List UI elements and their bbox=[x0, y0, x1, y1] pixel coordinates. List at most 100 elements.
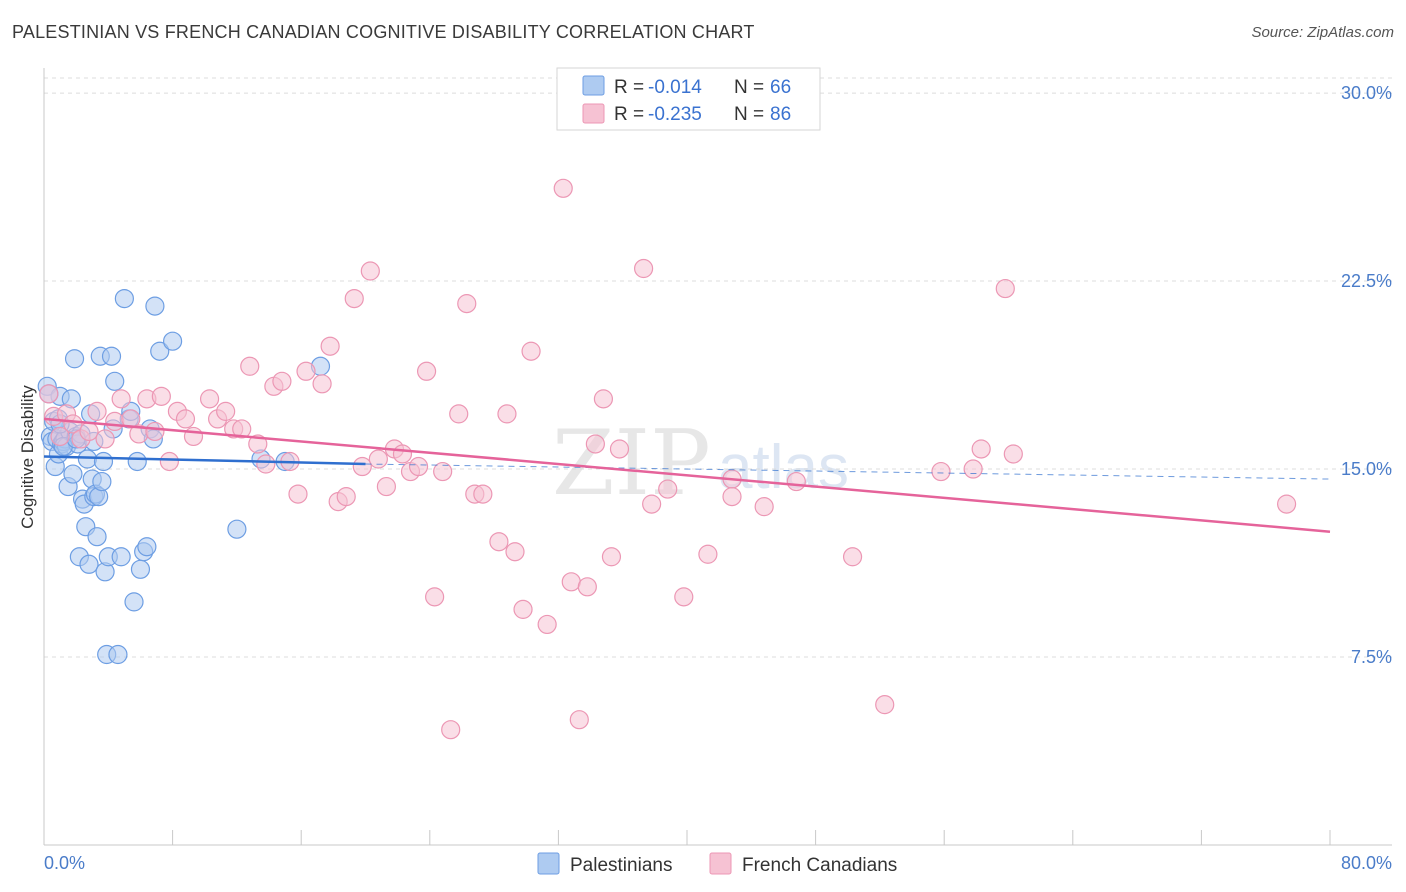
french-canadian-point bbox=[376, 476, 396, 497]
x-tick-marks bbox=[43, 830, 1331, 845]
palestinian-point bbox=[124, 592, 144, 612]
french-canadian-point bbox=[658, 479, 678, 499]
legend-swatch-palestinians bbox=[582, 75, 605, 96]
french-canadian-point bbox=[368, 449, 388, 469]
french-canadian-point bbox=[392, 444, 413, 464]
legend-r-label-2: R = bbox=[614, 104, 644, 125]
french-canadians-trend-line bbox=[43, 417, 1331, 533]
correlation-legend: R = -0.014 N = 66 R = -0.235 N = 86 bbox=[556, 67, 821, 131]
y-tick-label: 30.0% bbox=[1341, 83, 1392, 103]
french-canadian-point bbox=[441, 720, 461, 740]
french-canadian-point bbox=[674, 587, 694, 607]
french-canadian-point bbox=[408, 456, 429, 477]
french-canadian-point bbox=[344, 288, 364, 309]
french-canadian-point bbox=[240, 356, 260, 376]
french-canadian-point bbox=[642, 494, 662, 514]
french-canadian-point bbox=[95, 429, 115, 449]
french-canadian-point bbox=[875, 695, 895, 715]
trend-lines bbox=[43, 417, 1331, 533]
french-canadian-point bbox=[425, 587, 445, 607]
french-canadian-point bbox=[963, 459, 983, 479]
french-canadian-point bbox=[352, 456, 372, 477]
series-label-french-canadians: French Canadians bbox=[742, 855, 897, 876]
legend-n-label-1: N = bbox=[734, 77, 764, 98]
palestinians-trend-line bbox=[43, 455, 366, 466]
french-canadian-point bbox=[489, 532, 509, 552]
palestinian-point bbox=[93, 451, 114, 472]
series-swatch-french-canadians bbox=[709, 852, 732, 875]
french-canadian-point bbox=[609, 439, 630, 459]
french-canadian-point bbox=[1003, 444, 1023, 464]
french-canadian-point bbox=[416, 361, 437, 381]
french-canadian-point bbox=[183, 426, 204, 447]
source-label: Source: ZipAtlas.com bbox=[1251, 24, 1394, 41]
french-canadian-point bbox=[232, 419, 252, 439]
french-canadian-point bbox=[216, 401, 236, 421]
french-canadian-point bbox=[151, 386, 171, 406]
french-canadian-point bbox=[722, 487, 742, 507]
french-canadian-point bbox=[248, 434, 268, 454]
french-canadian-point bbox=[320, 336, 340, 356]
palestinian-point bbox=[163, 331, 183, 351]
french-canadian-point bbox=[87, 401, 107, 421]
x-tick-label-max: 80.0% bbox=[1341, 853, 1392, 873]
watermark-atlas: atlas bbox=[718, 433, 849, 502]
series-legend: Palestinians French Canadians bbox=[537, 852, 897, 876]
french-canadian-point bbox=[633, 258, 654, 279]
legend-swatch-french-canadians bbox=[582, 103, 605, 124]
chart-title: PALESTINIAN VS FRENCH CANADIAN COGNITIVE… bbox=[12, 22, 755, 42]
french-canadian-point bbox=[537, 614, 557, 635]
french-canadian-point bbox=[105, 411, 125, 432]
french-canadian-point bbox=[585, 434, 605, 454]
legend-n-value-2: 86 bbox=[770, 104, 791, 125]
french-canadian-point bbox=[553, 178, 573, 198]
legend-n-value-1: 66 bbox=[770, 77, 791, 98]
french-canadian-point bbox=[433, 461, 453, 482]
y-tick-label: 22.5% bbox=[1341, 271, 1392, 291]
french-canadian-point bbox=[145, 421, 165, 442]
french-canadian-point bbox=[159, 451, 179, 472]
french-canadians-points bbox=[39, 95, 1297, 740]
palestinian-point bbox=[77, 449, 98, 469]
palestinian-point bbox=[137, 537, 157, 557]
y-tick-label: 15.0% bbox=[1341, 459, 1392, 479]
french-canadian-point bbox=[111, 389, 131, 409]
french-canadian-point bbox=[577, 577, 597, 597]
french-canadian-point bbox=[786, 471, 806, 492]
french-canadian-point bbox=[175, 409, 196, 429]
palestinian-point bbox=[105, 371, 125, 391]
french-canadian-point bbox=[1276, 494, 1297, 514]
x-tick-label-min: 0.0% bbox=[44, 853, 85, 873]
y-tick-labels: 7.5% 15.0% 22.5% 30.0% bbox=[1341, 83, 1392, 667]
palestinian-point bbox=[101, 346, 122, 366]
french-canadian-point bbox=[995, 278, 1015, 299]
series-swatch-palestinians bbox=[537, 852, 560, 875]
palestinian-point bbox=[108, 644, 128, 665]
french-canadian-point bbox=[360, 261, 380, 281]
palestinian-point bbox=[150, 341, 170, 361]
french-canadian-point bbox=[296, 361, 316, 381]
french-canadian-point bbox=[199, 389, 220, 409]
french-canadian-point bbox=[336, 487, 356, 507]
palestinian-point bbox=[227, 519, 247, 539]
french-canadian-point bbox=[497, 404, 517, 424]
french-canadian-point bbox=[449, 404, 469, 424]
watermark-zip: ZIP bbox=[552, 411, 711, 516]
palestinian-point bbox=[79, 554, 99, 574]
french-canadian-point bbox=[50, 426, 70, 447]
palestinian-point bbox=[114, 288, 134, 309]
legend-r-value-1: -0.014 bbox=[648, 77, 702, 98]
palestinian-point bbox=[130, 559, 151, 579]
french-canadian-point bbox=[842, 547, 863, 567]
palestinian-point bbox=[92, 471, 112, 492]
french-canadian-point bbox=[754, 497, 774, 517]
legend-r-label-1: R = bbox=[614, 77, 644, 98]
french-canadian-point bbox=[505, 542, 525, 562]
french-canadian-point bbox=[272, 371, 292, 391]
palestinian-point bbox=[127, 451, 147, 472]
y-axis-label: Cognitive Disability bbox=[18, 385, 37, 529]
french-canadian-point bbox=[513, 599, 533, 619]
french-canadian-point bbox=[521, 341, 541, 361]
french-canadian-point bbox=[79, 421, 99, 442]
